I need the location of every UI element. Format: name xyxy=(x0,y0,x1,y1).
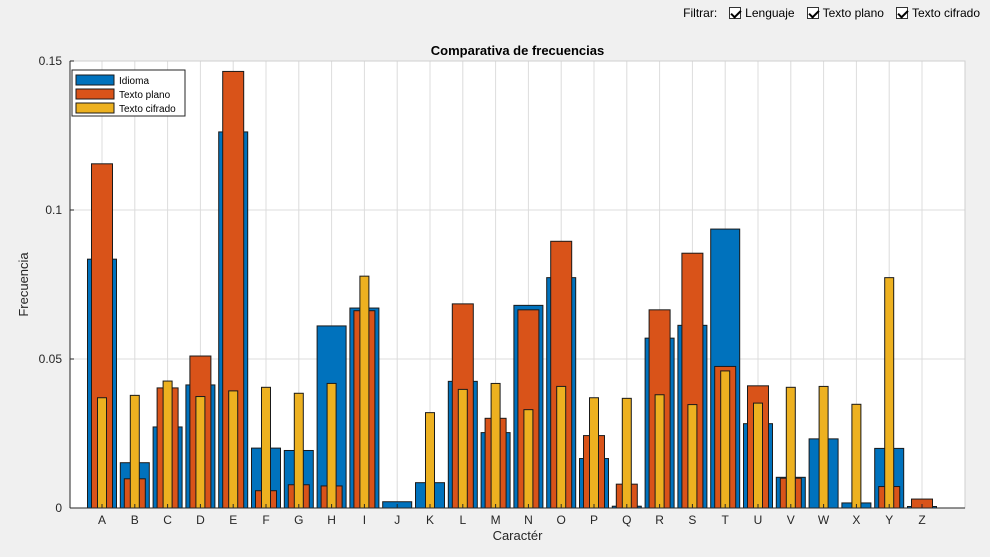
x-tick-label: U xyxy=(754,513,763,527)
filter-label: Filtrar: xyxy=(683,6,718,20)
filter-texto-plano-checkbox[interactable]: Texto plano xyxy=(806,6,884,20)
legend-entry-label: Texto plano xyxy=(119,90,171,101)
bar-texto-cifrado xyxy=(162,380,173,509)
x-tick-label: J xyxy=(394,513,400,527)
x-tick-label: T xyxy=(722,513,730,527)
bar-texto-cifrado xyxy=(884,277,895,509)
legend-swatch xyxy=(75,74,115,86)
filter-bar: Filtrar: Lenguaje Texto plano Texto cifr… xyxy=(683,6,980,20)
x-tick-label: V xyxy=(787,513,795,527)
bar-texto-cifrado xyxy=(687,404,698,509)
bar-texto-cifrado xyxy=(654,394,665,509)
filter-lenguaje-checkbox[interactable]: Lenguaje xyxy=(729,6,795,20)
x-tick-label: Q xyxy=(622,513,631,527)
chart-title: Comparativa de frecuencias xyxy=(431,43,604,58)
x-tick-label: Y xyxy=(885,513,893,527)
bar-texto-cifrado xyxy=(293,392,304,509)
legend-entry-label: Texto cifrado xyxy=(119,104,176,115)
y-tick-label: 0.1 xyxy=(45,203,62,217)
bar-texto-cifrado xyxy=(425,412,435,509)
bar-texto-cifrado xyxy=(359,275,370,509)
bar-texto-cifrado xyxy=(129,394,140,509)
x-tick-label: F xyxy=(262,513,269,527)
bar-texto-cifrado xyxy=(195,396,206,509)
bar-texto-cifrado xyxy=(785,386,796,509)
y-tick-label: 0 xyxy=(55,501,62,515)
x-tick-label: K xyxy=(426,513,434,527)
bar-texto-cifrado xyxy=(490,382,501,509)
y-tick-label: 0.05 xyxy=(39,352,63,366)
checkbox-icon[interactable] xyxy=(729,7,742,19)
bar-texto-cifrado xyxy=(326,382,337,509)
x-tick-label: P xyxy=(590,513,598,527)
filter-texto-cifrado-label: Texto cifrado xyxy=(911,6,980,20)
x-tick-label: G xyxy=(294,513,303,527)
x-tick-label: O xyxy=(557,513,566,527)
bar-texto-cifrado xyxy=(851,403,862,509)
x-tick-label: E xyxy=(229,513,237,527)
bar-texto-cifrado xyxy=(720,370,731,509)
legend-entry-label: Idioma xyxy=(119,76,149,87)
y-tick-label: 0.15 xyxy=(39,54,63,68)
filter-lenguaje-label: Lenguaje xyxy=(745,6,795,20)
bar-texto-cifrado xyxy=(457,388,468,509)
x-tick-label: A xyxy=(98,513,106,527)
checkbox-icon[interactable] xyxy=(806,7,819,19)
x-tick-label: N xyxy=(524,513,533,527)
x-tick-label: I xyxy=(363,513,366,527)
filter-texto-cifrado-checkbox[interactable]: Texto cifrado xyxy=(895,6,980,20)
bar-texto-cifrado xyxy=(753,402,763,509)
bar-texto-cifrado xyxy=(621,397,632,509)
bar-texto-cifrado xyxy=(261,386,271,509)
x-tick-label: D xyxy=(196,513,205,527)
x-tick-label: S xyxy=(688,513,696,527)
x-tick-label: C xyxy=(163,513,172,527)
checkbox-icon[interactable] xyxy=(895,7,908,19)
bar-texto-cifrado xyxy=(523,409,534,509)
bar-texto-cifrado xyxy=(228,390,239,509)
x-tick-label: L xyxy=(459,513,466,527)
x-tick-label: H xyxy=(327,513,336,527)
x-tick-label: X xyxy=(852,513,860,527)
x-tick-label: Z xyxy=(918,513,925,527)
x-tick-label: B xyxy=(131,513,139,527)
bar-texto-cifrado xyxy=(556,385,567,509)
bar-texto-cifrado xyxy=(97,397,107,509)
x-tick-label: W xyxy=(818,513,830,527)
legend-swatch xyxy=(75,102,115,114)
x-tick-label: M xyxy=(491,513,501,527)
legend-swatch xyxy=(75,88,115,100)
x-tick-label: R xyxy=(655,513,664,527)
bar-texto-cifrado xyxy=(818,385,829,509)
filter-texto-plano-label: Texto plano xyxy=(822,6,884,20)
y-axis-label: Frecuencia xyxy=(16,252,31,317)
x-axis-label: Caractér xyxy=(493,528,544,543)
bar-texto-cifrado xyxy=(589,397,599,509)
